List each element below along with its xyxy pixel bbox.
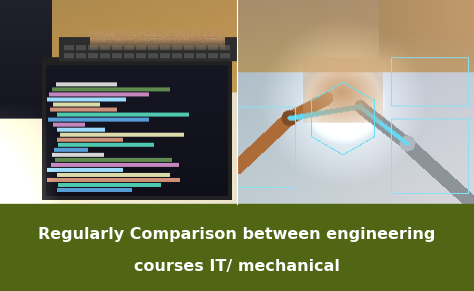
Bar [0,204,474,291]
Text: Regularly Comparison between engineering: Regularly Comparison between engineering [38,227,436,242]
Text: courses IT/ mechanical: courses IT/ mechanical [134,259,340,274]
